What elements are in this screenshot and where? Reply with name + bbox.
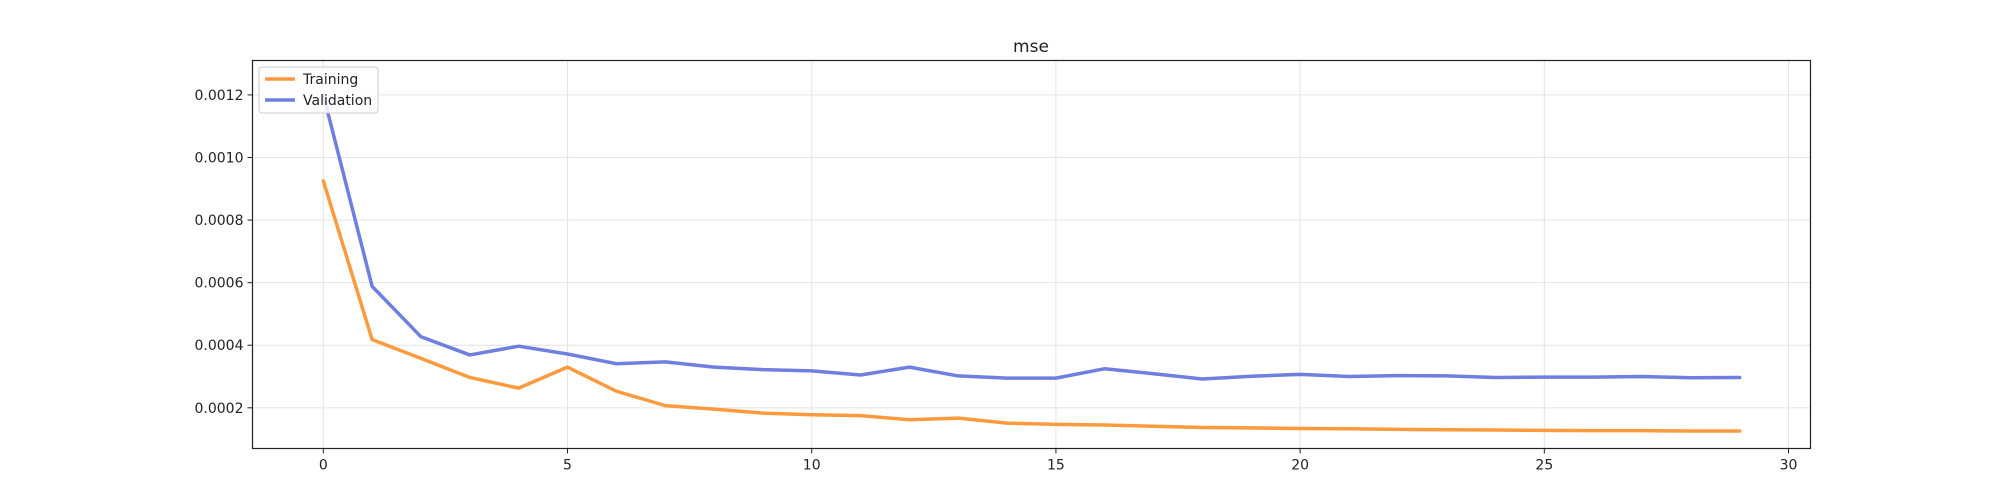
axis-ticks: 0 5 10 15 20 25 30 0.0002 0.0004 0.0006 0.0008 0.00… [195,88,1798,474]
y-tick-label: 0.0008 [195,213,244,229]
y-tick-label: 0.0012 [195,88,244,104]
y-tick-label: 0.0010 [195,151,244,167]
legend-label-training: Training [302,72,358,88]
y-tick-label: 0.0002 [195,401,244,417]
x-tick-label: 30 [1780,458,1798,474]
y-tick-label: 0.0006 [195,276,244,292]
x-tick-label: 15 [1047,458,1065,474]
series-line-validation [321,93,1742,381]
y-tick-label: 0.0004 [195,338,244,354]
grid [252,60,1811,449]
legend: Training Validation [258,66,379,114]
x-tick-label: 0 [319,458,328,474]
series-lines [321,93,1742,433]
chart-title: mse [1013,37,1049,57]
x-tick-label: 20 [1291,458,1309,474]
legend-label-validation: Validation [303,93,372,109]
x-tick-label: 5 [563,458,572,474]
x-tick-label: 25 [1535,458,1553,474]
series-line-training [321,179,1742,433]
plot-frame [251,59,1812,450]
x-tick-label: 10 [803,458,821,474]
